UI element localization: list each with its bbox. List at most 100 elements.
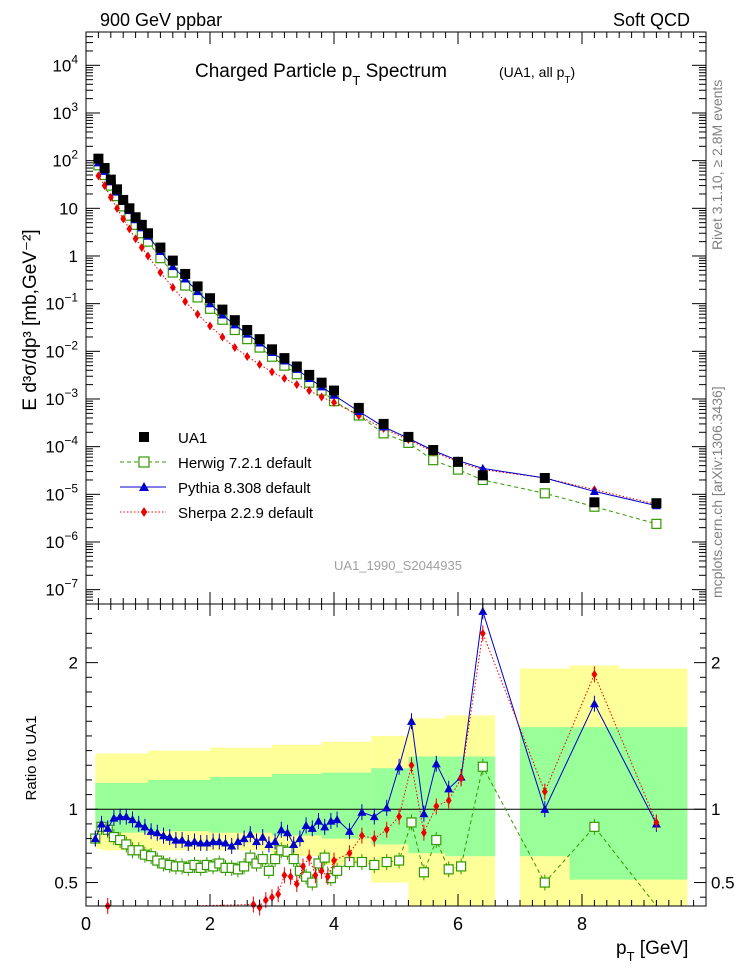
- legend-label: Sherpa 2.2.9 default: [178, 505, 314, 522]
- header-left-label: 900 GeV ppbar: [100, 10, 222, 30]
- ratio-point: [369, 812, 379, 821]
- x-tick-label: 2: [205, 914, 215, 934]
- spectrum-point: [155, 242, 166, 253]
- spectrum-point: [219, 332, 226, 342]
- spectrum-point: [217, 304, 228, 315]
- ratio-point: [276, 825, 286, 834]
- spectrum-point: [269, 367, 275, 377]
- ratio-point: [245, 829, 255, 838]
- ratio-point: [134, 819, 144, 828]
- spectrum-point: [136, 219, 147, 230]
- x-tick-label: 4: [329, 914, 339, 934]
- ratio-point: [383, 825, 390, 835]
- y-tick-exponent: 3: [71, 100, 78, 114]
- spectrum-point: [403, 431, 414, 442]
- spectrum-point: [157, 268, 164, 278]
- y-tick-label: 1: [69, 247, 78, 266]
- legend-entry: UA1: [139, 430, 207, 447]
- y-tick-label: 10: [59, 199, 78, 218]
- ratio-point: [433, 801, 440, 811]
- ratio-series-1: [90, 603, 661, 854]
- ratio-point: [332, 865, 343, 876]
- spectrum-point: [477, 470, 488, 481]
- y-tick-base: 10: [52, 56, 71, 75]
- ratio-point: [444, 784, 454, 793]
- ratio-point: [301, 871, 312, 882]
- ratio-point: [300, 861, 306, 871]
- ratio-point: [371, 834, 378, 844]
- spectrum-point: [145, 251, 151, 261]
- ratio-point: [103, 823, 113, 832]
- ratio-point: [307, 877, 318, 888]
- spectrum-point: [107, 192, 114, 202]
- ratio-point: [408, 760, 415, 770]
- ratio-y-axis-label: Ratio to UA1: [23, 715, 40, 800]
- y-tick-base: 10: [45, 533, 64, 552]
- y-tick-label: 10−5: [45, 481, 78, 504]
- ratio-point: [262, 895, 269, 905]
- spectrum-point: [428, 455, 439, 466]
- y-tick-base: 10: [45, 342, 64, 361]
- x-tick-label: 0: [81, 914, 91, 934]
- ratio-point: [591, 669, 598, 679]
- y-tick-label: 104: [52, 52, 78, 75]
- ratio-point: [275, 889, 282, 899]
- ratio-point: [445, 795, 452, 805]
- ratio-point: [589, 699, 599, 708]
- ratio-point: [264, 839, 274, 849]
- y-tick-label: 102: [52, 148, 78, 171]
- ratio-point: [331, 856, 337, 866]
- ratio-point: [294, 865, 305, 876]
- spectrum-point: [331, 397, 337, 407]
- mcplots-side-label: mcplots.cern.ch [arXiv:1306.3436]: [709, 386, 725, 598]
- band-1sigma: [619, 727, 688, 880]
- band-1sigma: [272, 774, 322, 836]
- spectrum-point: [205, 293, 215, 304]
- ratio-point: [140, 822, 150, 831]
- spectrum-point: [316, 377, 327, 388]
- chart-title-note: (UA1, all pT): [499, 64, 575, 86]
- ratio-point: [283, 828, 292, 837]
- spectrum-point: [105, 174, 116, 185]
- spectrum-point: [293, 380, 300, 390]
- ratio-point: [419, 809, 429, 818]
- y-tick-exponent: −5: [64, 481, 78, 495]
- ratio-point: [233, 836, 243, 846]
- y-tick-base: 10: [45, 295, 64, 314]
- ratio-point: [196, 838, 206, 847]
- ratio-point: [306, 853, 313, 863]
- ratio-point: [369, 859, 380, 871]
- y-tick-base: 10: [52, 152, 71, 171]
- spectrum-point: [126, 224, 133, 234]
- ratio-point: [431, 759, 441, 768]
- spectrum-point: [539, 488, 550, 499]
- ratio-point: [208, 836, 218, 846]
- spectrum-point: [378, 418, 389, 429]
- spectrum-point: [132, 234, 139, 244]
- ratio-panel: 0 2 4 6 8 0.5 0.5 1 1 2 2: [54, 603, 735, 934]
- x-tick-label: 6: [453, 914, 463, 934]
- spectrum-point: [291, 361, 302, 372]
- ratio-point: [301, 820, 311, 829]
- spectrum-point: [267, 344, 277, 355]
- ratio-point: [258, 832, 268, 841]
- y-axis-label: E d³σ/dp³ [mb,GeV⁻²]: [20, 229, 41, 410]
- band-1sigma: [95, 782, 102, 830]
- ratio-point: [456, 861, 467, 872]
- legend-entry: Sherpa 2.2.9 default: [120, 505, 314, 522]
- y-tick-base: 10: [45, 581, 64, 600]
- spectrum-point: [130, 212, 141, 223]
- ratio-series: [90, 603, 661, 916]
- band-1sigma: [148, 779, 210, 832]
- spectrum-point: [194, 309, 201, 319]
- ratio-axes: 0 2 4 6 8 0.5 0.5 1 1 2 2: [54, 604, 735, 934]
- ratio-point: [256, 902, 263, 912]
- ratio-point: [431, 834, 442, 846]
- ratio-point: [245, 852, 256, 863]
- analysis-watermark: UA1_1990_S2044935: [334, 558, 462, 573]
- ratio-series-0: [90, 758, 657, 907]
- y-tick-base: 10: [52, 104, 71, 123]
- legend-label: UA1: [178, 430, 207, 447]
